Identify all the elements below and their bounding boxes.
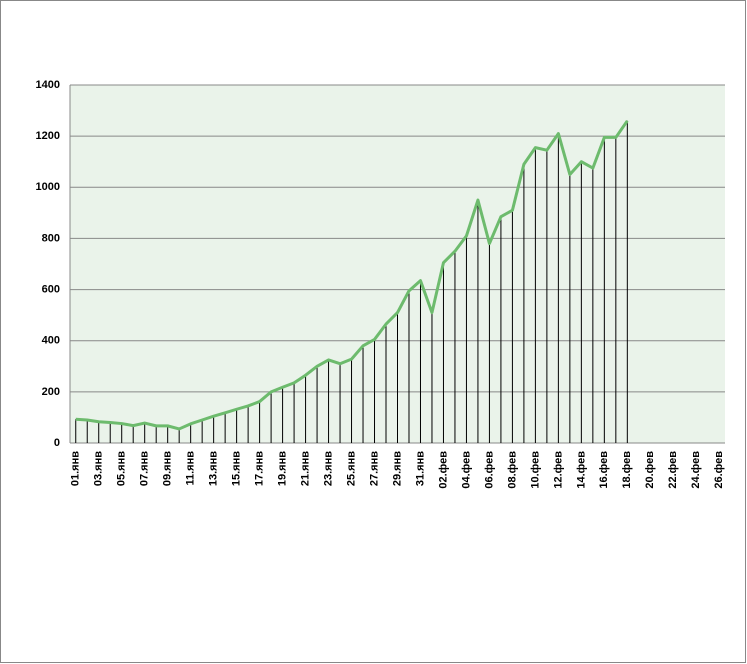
x-tick-label: 14.фев [575, 451, 587, 489]
x-tick-label: 21.янв [299, 451, 311, 486]
x-tick-label: 31.янв [414, 451, 426, 486]
x-tick-label: 17.янв [254, 451, 266, 486]
y-tick-label: 0 [54, 437, 60, 449]
x-tick-label: 27.янв [368, 451, 380, 486]
y-tick-label: 1200 [36, 130, 60, 142]
x-tick-label: 13.янв [208, 451, 220, 486]
x-tick-label: 09.янв [162, 451, 174, 486]
x-tick-label: 12.фев [552, 451, 564, 489]
x-tick-label: 04.фев [460, 451, 472, 489]
y-tick-label: 400 [42, 335, 60, 347]
x-tick-label: 16.фев [598, 451, 610, 489]
x-tick-label: 11.янв [185, 451, 197, 486]
x-tick-label: 23.янв [322, 451, 334, 486]
y-tick-label: 1000 [36, 181, 60, 193]
x-tick-label: 08.фев [506, 451, 518, 489]
y-tick-label: 800 [42, 232, 60, 244]
x-tick-label: 06.фев [483, 451, 495, 489]
y-tick-label: 1400 [36, 79, 60, 91]
x-tick-label: 29.янв [391, 451, 403, 486]
y-tick-label: 200 [42, 386, 60, 398]
x-tick-label: 20.фев [644, 451, 656, 489]
x-tick-label: 02.фев [437, 451, 449, 489]
line [75, 119, 629, 431]
x-tick-label: 18.фев [621, 451, 633, 489]
x-tick-label: 03.янв [93, 451, 105, 486]
x-tick-label: 19.янв [276, 451, 288, 486]
x-tick-label: 24.фев [690, 451, 702, 489]
x-tick-label: 07.янв [139, 451, 151, 486]
x-tick-label: 15.янв [231, 451, 243, 486]
x-tick-label: 10.фев [529, 451, 541, 489]
x-tick-label: 26.фев [713, 451, 725, 489]
x-tick-label: 25.янв [345, 451, 357, 486]
y-tick-label: 600 [42, 283, 60, 295]
x-tick-label: 05.янв [116, 451, 128, 486]
x-tick-label: 22.фев [667, 451, 679, 489]
x-tick-label: 01.янв [70, 451, 82, 486]
